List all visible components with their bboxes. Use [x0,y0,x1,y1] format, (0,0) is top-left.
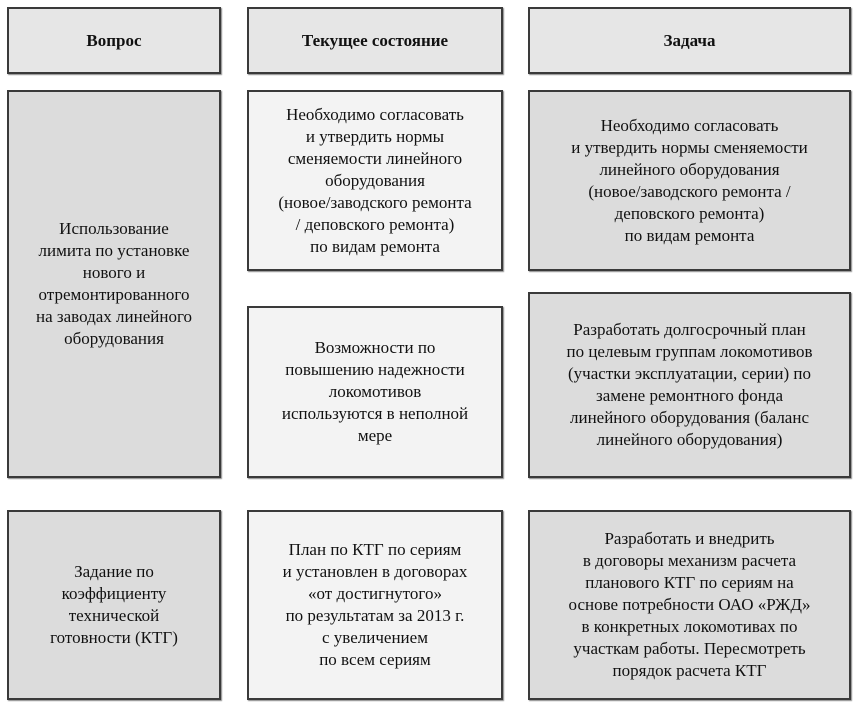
header-current-state: Текущее состояние [247,7,503,74]
task-long-term-plan: Разработать долгосрочный план по целевым… [528,292,851,478]
header-task: Задача [528,7,851,74]
task-norms: Необходимо согласовать и утвердить нормы… [528,90,851,271]
state-norms: Необходимо согласовать и утвердить нормы… [247,90,503,271]
task-ktg: Разработать и внедрить в договоры механи… [528,510,851,700]
header-question: Вопрос [7,7,221,74]
state-reliability: Возможности по повышению надежности локо… [247,306,503,478]
question-limit: Использование лимита по установке нового… [7,90,221,478]
state-ktg: План по КТГ по сериям и установлен в дог… [247,510,503,700]
question-ktg: Задание по коэффициенту технической гото… [7,510,221,700]
